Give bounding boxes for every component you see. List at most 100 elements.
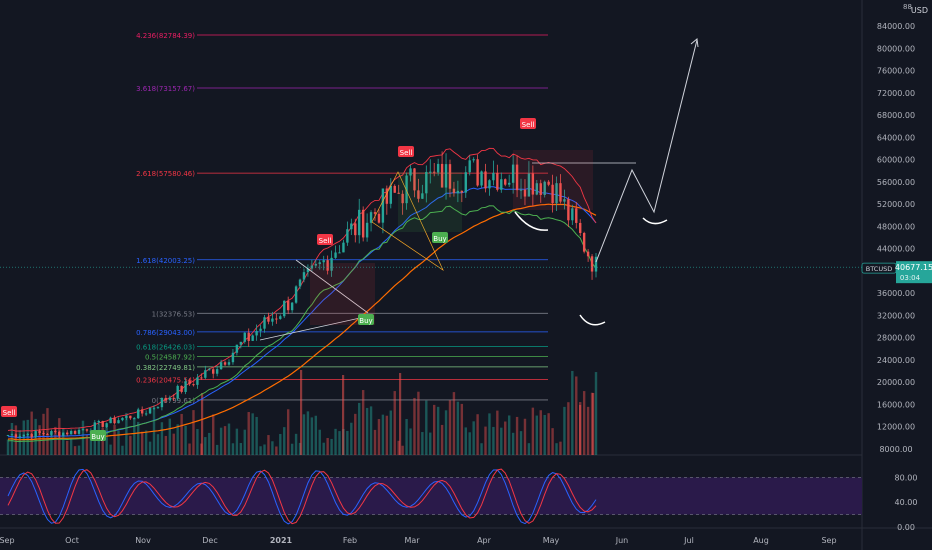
- candle-body: [239, 341, 243, 345]
- volume-bar: [314, 415, 318, 455]
- volume-bar: [480, 443, 483, 455]
- candle-body: [444, 164, 448, 188]
- volume-bar: [267, 435, 270, 455]
- volume-bar: [385, 415, 389, 455]
- volume-bar: [140, 431, 144, 455]
- fib-label: 0(16799.61): [152, 397, 196, 405]
- volume-bar: [334, 428, 337, 455]
- volume-bar: [456, 401, 460, 455]
- time-axis-label: Mar: [404, 536, 420, 545]
- volume-bar: [492, 426, 495, 455]
- candle-body: [322, 260, 325, 263]
- volume-bar: [354, 413, 357, 455]
- candle-body: [480, 171, 483, 186]
- volume-bar: [133, 417, 136, 455]
- candle-body: [81, 429, 85, 431]
- candle-body: [306, 268, 310, 273]
- price-axis-label: 28000.00: [877, 334, 915, 343]
- candle-body: [452, 188, 456, 194]
- candle-body: [456, 190, 460, 194]
- volume-bar: [417, 391, 420, 455]
- oscillator-axis-label: 80.00: [895, 473, 918, 482]
- volume-bar: [231, 443, 235, 455]
- volume-bar: [496, 410, 499, 455]
- candle-body: [259, 328, 262, 331]
- candle-body: [65, 432, 69, 435]
- candle-body: [389, 185, 392, 204]
- candle-body: [129, 415, 132, 419]
- candle-body: [539, 183, 542, 195]
- candle-body: [200, 377, 203, 379]
- signal-badge: [317, 234, 333, 245]
- volume-bar: [172, 433, 175, 455]
- volume-bar: [259, 446, 262, 455]
- candle-body: [559, 183, 562, 202]
- price-axis-label-top: 88: [903, 3, 912, 11]
- time-axis-label: Nov: [135, 536, 151, 545]
- candle-body: [401, 193, 404, 204]
- volume-bar: [523, 418, 527, 455]
- volume-bar: [243, 429, 246, 455]
- volume-bar: [594, 372, 598, 455]
- candle-body: [204, 370, 207, 378]
- signal-badge: [520, 118, 536, 129]
- volume-bar: [279, 433, 282, 455]
- volume-bar: [89, 431, 93, 455]
- volume-bar: [436, 406, 440, 455]
- signal-badge: [398, 146, 414, 157]
- time-axis-label: Aug: [753, 536, 769, 545]
- price-axis-label: 64000.00: [877, 133, 915, 142]
- candle-body: [547, 181, 550, 185]
- candle-body: [472, 159, 475, 161]
- candle-body: [105, 423, 108, 427]
- volume-bar: [192, 410, 195, 455]
- signal-label: Sell: [400, 149, 413, 157]
- volume-bar: [46, 408, 49, 455]
- candle-body: [219, 362, 223, 370]
- volume-bar: [511, 432, 515, 455]
- candle-body: [405, 175, 408, 204]
- candle-body: [496, 172, 499, 190]
- candle-body: [212, 369, 215, 374]
- volume-spike: [579, 405, 582, 455]
- candle-body: [133, 418, 136, 420]
- volume-bar: [381, 414, 385, 455]
- volume-bar: [444, 410, 448, 455]
- volume-bar: [6, 439, 10, 455]
- volume-bar: [160, 422, 164, 455]
- volume-bar: [188, 443, 191, 455]
- volume-bar: [215, 444, 219, 455]
- candle-body: [302, 272, 306, 280]
- candle-body: [310, 265, 314, 269]
- candle-body: [97, 420, 100, 423]
- volume-bar: [468, 432, 471, 455]
- fib-label: 4.236(82784.39): [136, 32, 195, 40]
- candle-body: [42, 432, 45, 435]
- candle-body: [196, 377, 199, 385]
- candle-body: [279, 316, 282, 319]
- volume-bar: [247, 412, 250, 455]
- candle-body: [113, 417, 116, 424]
- candle-body: [397, 192, 400, 194]
- volume-spike: [592, 393, 595, 455]
- volume-bar: [212, 414, 215, 455]
- candle-body: [369, 212, 373, 223]
- stochastic-rsi-pane[interactable]: [0, 468, 862, 525]
- candle-body: [34, 431, 37, 437]
- volume-bar: [452, 392, 456, 455]
- volume-bar: [421, 432, 424, 455]
- fib-label: 0.618(26426.03): [136, 343, 195, 351]
- candle-body: [326, 260, 329, 271]
- volume-bar: [504, 421, 507, 455]
- volume-bar: [425, 400, 428, 455]
- volume-bar: [69, 438, 73, 455]
- volume-bar: [413, 397, 416, 455]
- volume-bar: [464, 427, 467, 455]
- volume-bar: [239, 443, 243, 455]
- volume-bar: [527, 443, 531, 455]
- candle-body: [267, 317, 270, 322]
- candle-body: [551, 184, 554, 204]
- time-axis-label: Sep: [0, 536, 15, 545]
